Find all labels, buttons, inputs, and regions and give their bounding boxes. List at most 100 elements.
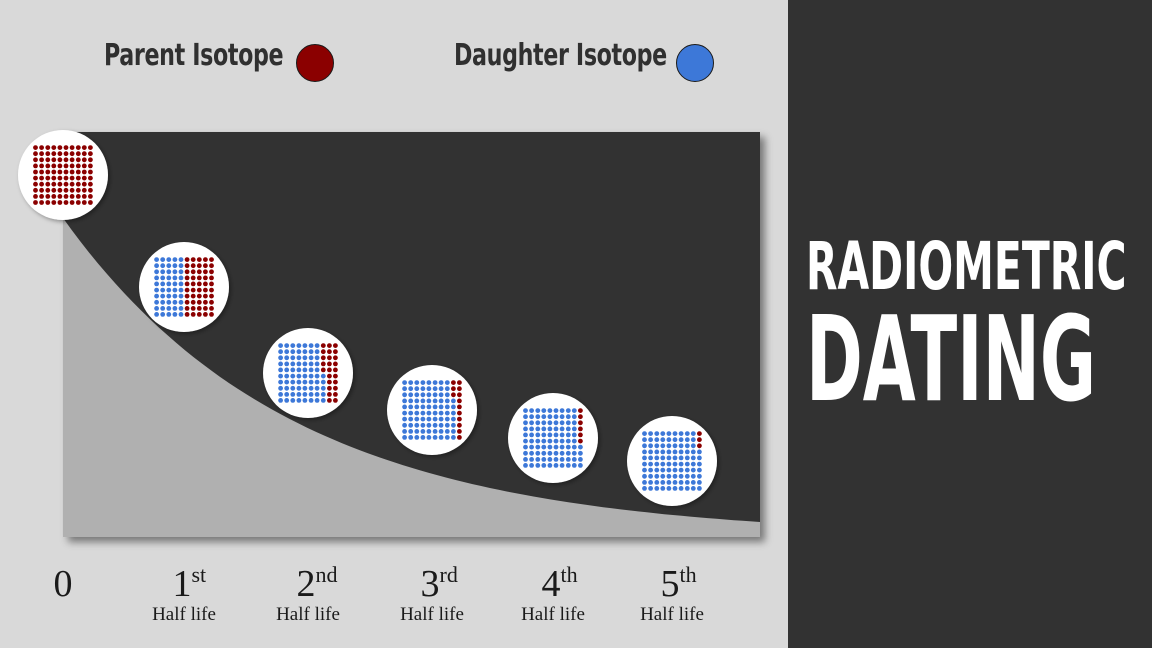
daughter-atom-dot <box>154 312 160 317</box>
daughter-atom-dot <box>154 263 160 269</box>
daughter-atom-dot <box>678 480 684 485</box>
daughter-atom-dot <box>672 467 678 473</box>
daughter-atom-dot <box>414 398 420 404</box>
daughter-atom-dot <box>408 435 414 440</box>
daughter-atom-dot <box>684 467 690 473</box>
daughter-atom-dot <box>553 420 559 426</box>
parent-atom-dot <box>33 175 38 181</box>
parent-atom-dot <box>81 200 87 205</box>
daughter-atom-dot <box>302 361 308 367</box>
daughter-atom-dot <box>414 392 420 398</box>
daughter-atom-dot <box>444 435 450 440</box>
parent-atom-dot <box>51 157 57 163</box>
daughter-atom-dot <box>642 449 647 455</box>
daughter-atom-dot <box>523 426 528 432</box>
parent-atom-dot <box>81 181 87 187</box>
parent-atom-dot <box>333 392 338 397</box>
daughter-atom-dot <box>402 386 407 392</box>
parent-atom-dot <box>203 257 208 262</box>
daughter-atom-dot <box>296 398 302 403</box>
daughter-atom-dot <box>444 386 450 392</box>
daughter-atom-dot <box>547 408 553 413</box>
daughter-atom-dot <box>529 463 534 468</box>
daughter-atom-dot <box>296 385 302 391</box>
daughter-atom-dot <box>420 435 426 440</box>
daughter-atom-dot <box>284 361 290 367</box>
daughter-atom-dot <box>642 437 647 443</box>
parent-atom-dot <box>196 263 202 269</box>
daughter-atom-dot <box>660 431 666 436</box>
daughter-atom-dot <box>166 287 172 293</box>
daughter-atom-dot <box>314 392 320 397</box>
daughter-atom-dot <box>666 473 672 479</box>
daughter-atom-dot <box>284 385 290 391</box>
daughter-atom-dot <box>535 408 541 413</box>
daughter-atom-dot <box>547 420 553 426</box>
daughter-atom-dot <box>678 486 684 491</box>
daughter-atom-dot <box>284 343 290 348</box>
daughter-atom-dot <box>672 437 678 443</box>
daughter-atom-dot <box>420 422 426 428</box>
daughter-atom-dot <box>302 367 308 373</box>
parent-atom-dot <box>190 269 196 275</box>
daughter-atom-dot <box>451 404 456 410</box>
daughter-atom-dot <box>154 287 160 293</box>
parent-atom-dot <box>457 404 462 410</box>
parent-atom-dot <box>75 187 81 193</box>
daughter-atom-dot <box>672 473 678 479</box>
daughter-atom-dot <box>672 480 678 485</box>
x-tick-sublabel-5: Half life <box>640 604 704 625</box>
daughter-atom-dot <box>302 343 308 348</box>
daughter-atom-dot <box>660 461 666 467</box>
daughter-atom-dot <box>284 379 290 385</box>
parent-atom-dot <box>184 293 190 299</box>
daughter-atom-dot <box>154 306 160 311</box>
daughter-atom-dot <box>432 429 438 434</box>
parent-atom-dot <box>203 299 208 305</box>
daughter-atom-dot <box>672 443 678 449</box>
parent-atom-dot <box>88 151 93 157</box>
parent-atom-dot <box>209 281 214 287</box>
daughter-atom-dot <box>565 414 571 420</box>
parent-atom-dot <box>209 306 214 311</box>
daughter-atom-dot <box>172 312 178 317</box>
parent-atom-dot <box>88 145 93 151</box>
daughter-atom-dot <box>166 293 172 299</box>
daughter-atom-dot <box>290 392 296 397</box>
daughter-atom-dot <box>166 281 172 287</box>
daughter-atom-dot <box>166 257 172 262</box>
parent-atom-dot <box>209 287 214 293</box>
daughter-atom-dot <box>314 343 320 348</box>
daughter-atom-dot <box>154 275 160 281</box>
daughter-atom-dot <box>408 404 414 410</box>
parent-atom-dot <box>39 145 44 151</box>
daughter-atom-dot <box>541 438 547 444</box>
daughter-atom-dot <box>160 263 166 269</box>
parent-atom-dot <box>457 392 462 398</box>
daughter-atom-dot <box>690 449 696 455</box>
daughter-atom-dot <box>444 416 450 422</box>
daughter-atom-dot <box>284 398 290 403</box>
parent-atom-dot <box>39 157 44 163</box>
daughter-atom-dot <box>654 431 660 436</box>
daughter-atom-dot <box>559 438 565 444</box>
parent-atom-dot <box>33 194 38 199</box>
daughter-atom-dot <box>278 355 283 361</box>
daughter-atom-dot <box>172 257 178 262</box>
parent-atom-dot <box>57 175 63 181</box>
parent-atom-dot <box>578 432 583 438</box>
daughter-atom-dot <box>166 299 172 305</box>
daughter-atom-dot <box>547 426 553 432</box>
parent-atom-dot <box>578 408 583 413</box>
daughter-atom-dot <box>420 404 426 410</box>
daughter-atom-dot <box>438 422 444 428</box>
daughter-atom-dot <box>314 379 320 385</box>
parent-atom-dot <box>333 379 338 385</box>
x-tick-sublabel-2: Half life <box>276 604 340 625</box>
sample-circle-5 <box>627 416 717 506</box>
parent-atom-dot <box>45 194 51 199</box>
parent-atom-dot <box>51 151 57 157</box>
parent-atom-dot <box>63 200 69 205</box>
daughter-atom-dot <box>426 410 432 416</box>
daughter-atom-dot <box>547 432 553 438</box>
